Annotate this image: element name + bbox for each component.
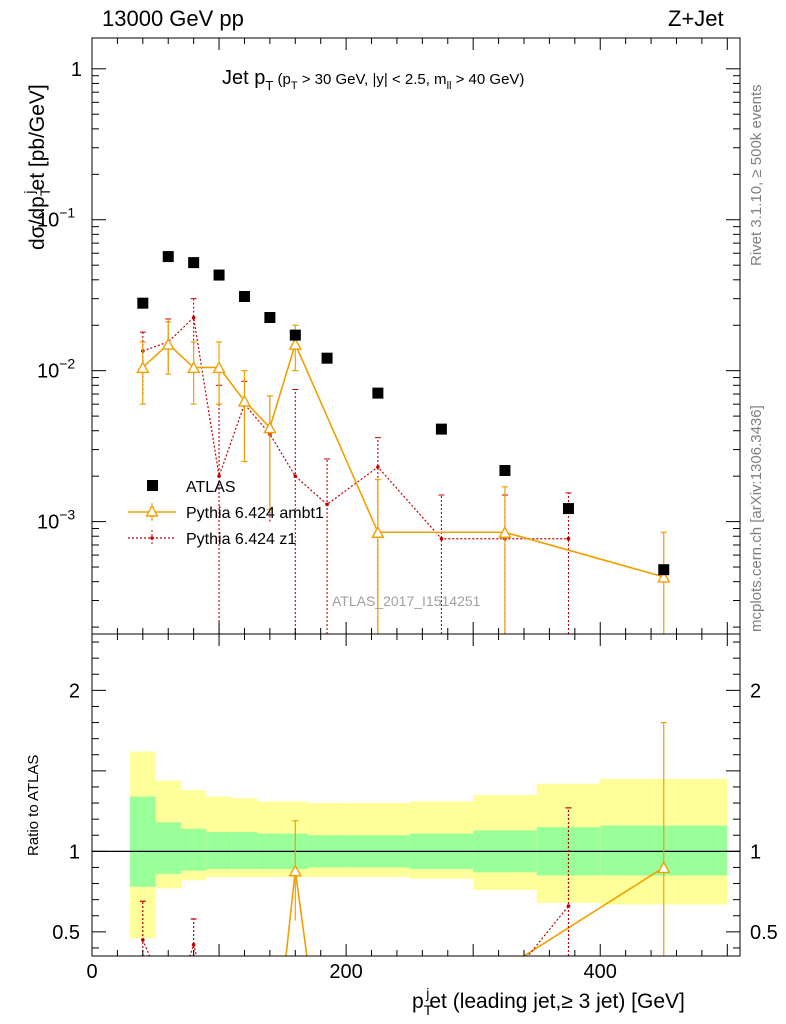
z1-point-2 [191,315,196,320]
xtick-label-0: 0 [86,961,97,983]
z1-point-6 [293,474,298,478]
ratio-ambt1-line-0 [285,870,308,956]
ambt1-point-2 [186,361,201,374]
xtick-label-2: 400 [584,961,617,983]
legend-atlas-marker [147,480,158,491]
legend-z1-marker [150,536,154,540]
main-title: Jet pT (pT > 30 GeV, |y| < 2.5, mll > 40… [222,67,524,93]
ratio-ambt1-point-1 [657,860,671,874]
ratio-ytick-label-right-1: 1 [750,841,761,863]
legend-z1-label: Pythia 6.424 z1 [186,531,296,548]
ratio-uncertainty-band [92,751,740,939]
ratio-z1-line-1 [189,942,198,956]
z1-point-7 [325,502,329,507]
band-inner-3 [206,832,232,870]
ratio-z1-line-2 [527,905,569,956]
plot-frames [91,37,741,957]
band-inner-1 [155,822,181,874]
main-ytick-label-0: 10−3 [37,507,75,534]
atlas-point-12 [658,564,670,576]
atlas-point-5 [264,312,276,324]
ratio-ambt1-point-0 [288,864,302,877]
ratio-z1-point-1 [191,942,196,947]
band-inner-0 [130,796,156,887]
atlas-point-9 [435,423,447,435]
ambt1-point-3 [212,361,226,374]
analysis-watermark: ATLAS_2017_I1514251 [332,593,481,609]
ambt1-point-1 [161,337,175,350]
ratio-ytick-label-right-0: 0.5 [750,922,778,944]
z1-point-9 [439,536,444,541]
xtick-label-1: 200 [329,961,362,983]
ambt1-point-0 [136,361,150,374]
header-energy-label: 13000 GeV pp [102,6,244,31]
z1-point-11 [566,536,571,541]
ambt1-point-7 [371,525,385,538]
ratio-y-axis-label: Ratio to ATLAS [25,755,42,856]
main-ytick-label-1: 10−2 [37,356,75,383]
ambt1-point-9 [657,570,671,583]
atlas-point-3 [213,269,225,281]
atlas-point-6 [289,329,301,341]
atlas-point-2 [188,257,200,269]
z1-point-3 [217,474,221,478]
atlas-point-8 [372,387,384,399]
main-curves [136,251,671,634]
band-inner-4 [231,832,258,870]
legend-ambt1-marker [145,504,159,517]
axis-tick-labels: 10−3 10−2 10−1 1 0.5 0.5 1 1 2 2 0 200 400 [37,59,778,983]
atlas-point-1 [162,251,174,263]
legend: ATLAS Pythia 6.424 ambt1 Pythia 6.424 z1 [128,479,324,548]
z1-line [142,316,569,540]
atlas-point-0 [137,297,149,309]
ratio-ytick-label-0: 0.5 [52,922,80,944]
ambt1-point-6 [288,337,302,350]
legend-ambt1-label: Pythia 6.424 ambt1 [186,505,324,522]
ratio-ytick-label-1: 1 [69,841,80,863]
main-ytick-label-3: 1 [71,59,82,81]
ambt1-point-5 [263,421,277,434]
ratio-frame [91,633,741,957]
atlas-point-10 [499,465,511,477]
legend-atlas-label: ATLAS [186,479,236,496]
main-ytick-label-2: 10−1 [37,205,75,232]
atlas-point-4 [238,291,250,303]
ambt1-line [142,341,664,578]
atlas-point-7 [321,352,333,364]
ratio-curves [139,721,671,956]
mcplots-label: mcplots.cern.ch [arXiv:1306.3436] [748,405,765,632]
x-axis-label: pTjet (leading jet,≥ 3 jet) [GeV] [412,985,685,1018]
header-process-label: Z+Jet [668,6,724,31]
ratio-z1-point-2 [566,904,571,908]
axis-ticks [91,38,740,956]
ratio-ambt1-line-1 [522,866,665,956]
band-inner-2 [180,828,207,871]
y-axis-label: dσ/dpTjet [pb/GeV] [21,84,53,250]
ambt1-point-8 [498,525,512,538]
ratio-z1-point-0 [141,938,145,942]
ratio-ytick-label-2: 2 [69,680,80,702]
ambt1-point-4 [237,394,252,407]
ratio-ytick-label-right-2: 2 [750,680,761,702]
rivet-version-label: Rivet 3.1.10, ≥ 500k events [748,84,765,266]
z1-point-8 [376,465,380,469]
ratio-z1-line-0 [142,939,151,956]
atlas-point-11 [562,503,574,515]
